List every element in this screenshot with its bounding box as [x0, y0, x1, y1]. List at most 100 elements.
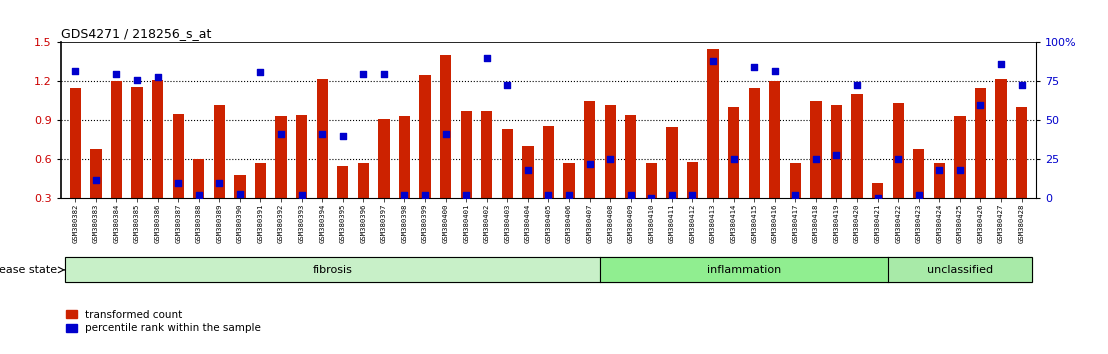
Point [232, 191, 249, 196]
Point [355, 71, 372, 76]
Bar [65, 257, 1032, 282]
Bar [461, 111, 472, 198]
Bar [913, 149, 924, 198]
Bar [111, 81, 122, 198]
Point [643, 195, 660, 201]
Bar [90, 149, 102, 198]
Bar [851, 95, 863, 198]
Bar [749, 88, 760, 198]
Point [148, 74, 166, 80]
Point [725, 156, 742, 162]
Text: disease state: disease state [0, 265, 57, 275]
Legend: transformed count, percentile rank within the sample: transformed count, percentile rank withi… [66, 310, 260, 333]
Bar [872, 183, 883, 198]
Bar [769, 81, 780, 198]
Bar [481, 111, 492, 198]
Bar [563, 163, 575, 198]
Bar [317, 79, 328, 198]
Point [869, 195, 886, 201]
Point [848, 82, 865, 87]
Bar [954, 116, 965, 198]
Point [293, 192, 310, 198]
Point [458, 192, 475, 198]
Point [1013, 82, 1030, 87]
Text: fibrosis: fibrosis [312, 265, 352, 275]
Bar [358, 163, 369, 198]
Point [273, 132, 290, 137]
Bar [687, 162, 698, 198]
Point [766, 68, 783, 73]
Point [828, 152, 845, 158]
Bar [399, 116, 410, 198]
Point [189, 192, 207, 198]
Bar [152, 80, 163, 198]
Point [540, 192, 557, 198]
Point [931, 167, 948, 173]
Point [746, 64, 763, 70]
Point [602, 156, 619, 162]
Point [88, 177, 105, 182]
Point [581, 161, 598, 167]
Bar [296, 115, 307, 198]
Point [951, 167, 968, 173]
Point [622, 192, 639, 198]
Point [499, 82, 516, 87]
Bar [1016, 107, 1027, 198]
Point [437, 132, 454, 137]
Bar [666, 127, 677, 198]
Point [107, 71, 125, 76]
Bar [502, 130, 513, 198]
Bar [975, 88, 986, 198]
Bar [440, 56, 451, 198]
Point [992, 62, 1009, 67]
Point [519, 167, 536, 173]
Point [787, 192, 804, 198]
Bar [831, 105, 842, 198]
Point [314, 132, 331, 137]
Bar [599, 257, 888, 282]
Bar [893, 103, 904, 198]
Bar [378, 119, 390, 198]
Point [684, 192, 701, 198]
Bar [995, 79, 1007, 198]
Bar [625, 115, 636, 198]
Point [663, 192, 680, 198]
Bar [888, 257, 1032, 282]
Bar [214, 105, 225, 198]
Bar [543, 126, 554, 198]
Point [129, 77, 146, 83]
Bar [255, 163, 266, 198]
Point [972, 102, 989, 108]
Bar [934, 163, 945, 198]
Text: GDS4271 / 218256_s_at: GDS4271 / 218256_s_at [61, 27, 212, 40]
Text: inflammation: inflammation [707, 265, 781, 275]
Bar [193, 159, 204, 198]
Bar [276, 116, 287, 198]
Bar [234, 175, 246, 198]
Bar [707, 49, 719, 198]
Point [561, 192, 578, 198]
Point [170, 180, 187, 185]
Point [417, 192, 434, 198]
Point [807, 156, 824, 162]
Bar [646, 163, 657, 198]
Point [396, 192, 413, 198]
Bar [584, 101, 595, 198]
Point [910, 192, 927, 198]
Bar [605, 105, 616, 198]
Bar [810, 101, 821, 198]
Text: unclassified: unclassified [926, 265, 993, 275]
Bar [420, 75, 431, 198]
Point [890, 156, 907, 162]
Bar [522, 146, 534, 198]
Point [252, 69, 269, 75]
Bar [132, 87, 143, 198]
Point [211, 180, 228, 185]
Bar [728, 107, 739, 198]
Point [375, 71, 392, 76]
Point [478, 55, 495, 61]
Bar [790, 163, 801, 198]
Bar [337, 166, 348, 198]
Bar [65, 257, 599, 282]
Bar [173, 114, 184, 198]
